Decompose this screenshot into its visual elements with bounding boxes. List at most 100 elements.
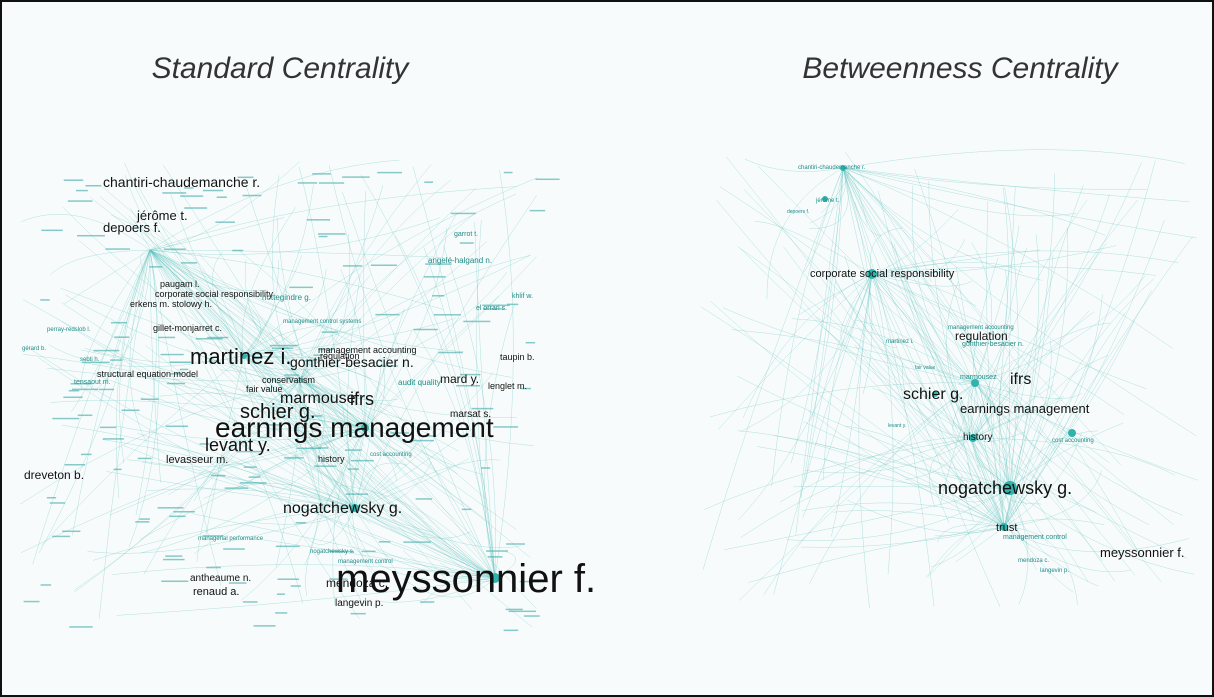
node-label: audit quality: [398, 378, 441, 387]
minor-label: [199, 443, 210, 445]
minor-label: [403, 541, 431, 543]
edge: [305, 507, 356, 545]
edge: [360, 174, 496, 579]
edge: [48, 344, 245, 367]
minor-label: [345, 493, 369, 495]
edge: [754, 221, 873, 275]
edge: [722, 307, 976, 384]
edge: [842, 167, 932, 282]
minor-label: [460, 373, 481, 376]
minor-label: [163, 558, 185, 561]
node-label: nogatchewsky g.: [283, 500, 402, 517]
edge: [928, 180, 1005, 528]
edge: [159, 392, 366, 429]
minor-label: [521, 387, 531, 390]
panel-title: Betweenness Centrality: [802, 52, 1119, 85]
node-label: management control systems: [283, 319, 361, 325]
edge: [972, 437, 1176, 476]
edge: [354, 195, 537, 509]
edge: [871, 245, 1116, 275]
edge: [62, 206, 366, 429]
edge: [974, 225, 1020, 384]
node-label: angelé-halgand n.: [428, 256, 492, 265]
edge: [871, 273, 977, 307]
node-label: management control: [1003, 534, 1067, 541]
edge: [50, 400, 366, 429]
edge: [364, 227, 448, 429]
edge: [842, 167, 1106, 236]
edge: [1002, 371, 1059, 528]
minor-label: [242, 194, 262, 197]
minor-label: [423, 276, 446, 278]
edge: [494, 551, 516, 579]
edge: [1003, 234, 1040, 528]
minor-label: [179, 368, 189, 371]
edge: [100, 184, 366, 429]
edge: [149, 249, 161, 483]
minor-label: [81, 453, 92, 456]
edge: [243, 355, 403, 401]
edge: [299, 379, 402, 442]
node-label: nogatchewsky s.: [310, 549, 355, 555]
minor-label: [519, 580, 539, 583]
edge: [1003, 173, 1055, 528]
edge: [149, 249, 385, 509]
node-label: meyssonnier f.: [1100, 545, 1185, 560]
edge: [243, 355, 333, 430]
minor-label: [165, 555, 183, 557]
edge: [1003, 526, 1190, 552]
edge: [298, 367, 315, 381]
edge: [914, 168, 1005, 528]
edge: [149, 249, 401, 470]
edge: [974, 382, 1150, 526]
edge: [278, 392, 356, 509]
edge: [815, 316, 976, 384]
edge: [244, 182, 356, 509]
node-label: garrot t.: [454, 231, 478, 238]
edge: [299, 379, 398, 401]
minor-label: [456, 385, 481, 387]
edge: [877, 190, 1005, 528]
edge: [842, 167, 1141, 555]
edge: [299, 379, 365, 608]
edge: [342, 191, 496, 579]
edge: [140, 249, 163, 303]
minor-label: [93, 349, 120, 352]
edge: [354, 507, 521, 549]
edge: [842, 167, 1197, 437]
edge: [299, 212, 477, 381]
edge: [1009, 422, 1124, 489]
minor-label: [297, 182, 318, 184]
edge: [140, 427, 366, 554]
node: [840, 165, 846, 171]
minor-label: [289, 286, 313, 289]
edge: [1009, 487, 1099, 587]
node-label: gérard b.: [22, 346, 46, 352]
edge: [842, 167, 1136, 576]
minor-label: [99, 426, 117, 429]
node-label: el orrari s.: [476, 305, 507, 312]
minor-label: [40, 299, 50, 301]
edge: [748, 526, 1005, 583]
edge: [299, 379, 356, 433]
edge: [149, 249, 512, 378]
edge: [719, 186, 976, 384]
edge: [230, 438, 496, 579]
edge: [893, 243, 1005, 528]
minor-label: [232, 249, 244, 252]
edge: [413, 330, 496, 579]
edge: [332, 427, 366, 605]
minor-label: [361, 550, 376, 553]
edge: [1003, 518, 1105, 528]
edge: [402, 550, 496, 580]
edge: [871, 273, 974, 522]
minor-label: [505, 608, 523, 611]
minor-label: [296, 447, 321, 450]
node-label: nogatchewsky g.: [938, 478, 1072, 498]
edge: [72, 249, 151, 536]
node-label: khlif w.: [512, 293, 533, 300]
edge: [149, 249, 437, 472]
minor-label: [165, 425, 189, 428]
edge: [757, 165, 976, 384]
